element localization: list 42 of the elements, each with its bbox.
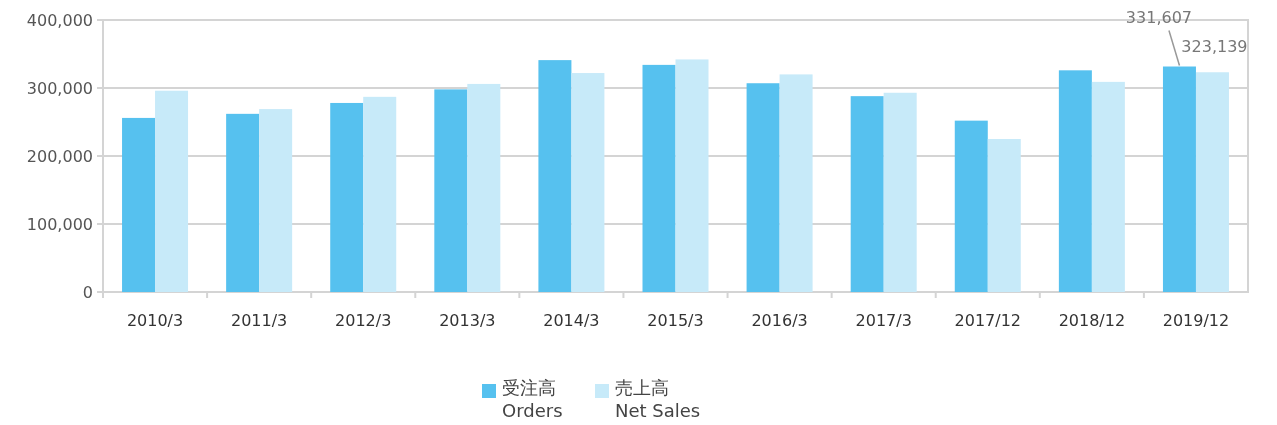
y-tick-label: 300,000 bbox=[26, 79, 93, 98]
x-tick-label: 2015/3 bbox=[647, 311, 704, 330]
x-tick-label: 2010/3 bbox=[126, 311, 184, 330]
bar bbox=[779, 74, 813, 292]
bar bbox=[1058, 70, 1092, 292]
bar bbox=[259, 109, 293, 292]
bar bbox=[746, 83, 780, 292]
x-tick-label: 2016/3 bbox=[751, 311, 808, 330]
bar bbox=[954, 120, 988, 292]
bar bbox=[363, 96, 397, 292]
bar bbox=[987, 139, 1021, 292]
x-tick-label: 2019/12 bbox=[1162, 311, 1230, 330]
bar bbox=[155, 90, 189, 292]
y-tick-label: 200,000 bbox=[26, 147, 93, 166]
bar bbox=[226, 113, 260, 292]
bar bbox=[675, 59, 709, 292]
x-tick-label: 2018/12 bbox=[1058, 311, 1126, 330]
bar bbox=[538, 60, 572, 292]
data-label: 331,607 bbox=[1125, 7, 1193, 27]
x-tick-label: 2012/3 bbox=[335, 311, 392, 330]
bar bbox=[1162, 66, 1196, 292]
bar bbox=[434, 89, 468, 292]
x-tick-label: 2013/3 bbox=[439, 311, 496, 330]
y-tick-label: 100,000 bbox=[26, 215, 93, 234]
y-tick-label: 400,000 bbox=[26, 11, 93, 30]
bar bbox=[883, 92, 917, 292]
x-tick-label: 2011/3 bbox=[230, 311, 288, 330]
legend-label: 受注高 Orders bbox=[502, 377, 563, 421]
bar bbox=[467, 83, 501, 292]
bar bbox=[1091, 81, 1125, 292]
bar bbox=[330, 102, 364, 292]
data-label: 323,139 bbox=[1181, 37, 1248, 57]
legend-label: 売上高 Net Sales bbox=[615, 377, 701, 421]
y-tick-label: 0 bbox=[82, 283, 93, 302]
x-tick-label: 2017/3 bbox=[855, 311, 912, 330]
bar bbox=[850, 96, 884, 292]
bar bbox=[571, 73, 605, 292]
bar bbox=[642, 64, 676, 292]
bar bbox=[1195, 72, 1229, 292]
bar bbox=[122, 117, 156, 292]
x-tick-label: 2014/3 bbox=[543, 311, 600, 330]
x-tick-label: 2017/12 bbox=[954, 311, 1022, 330]
